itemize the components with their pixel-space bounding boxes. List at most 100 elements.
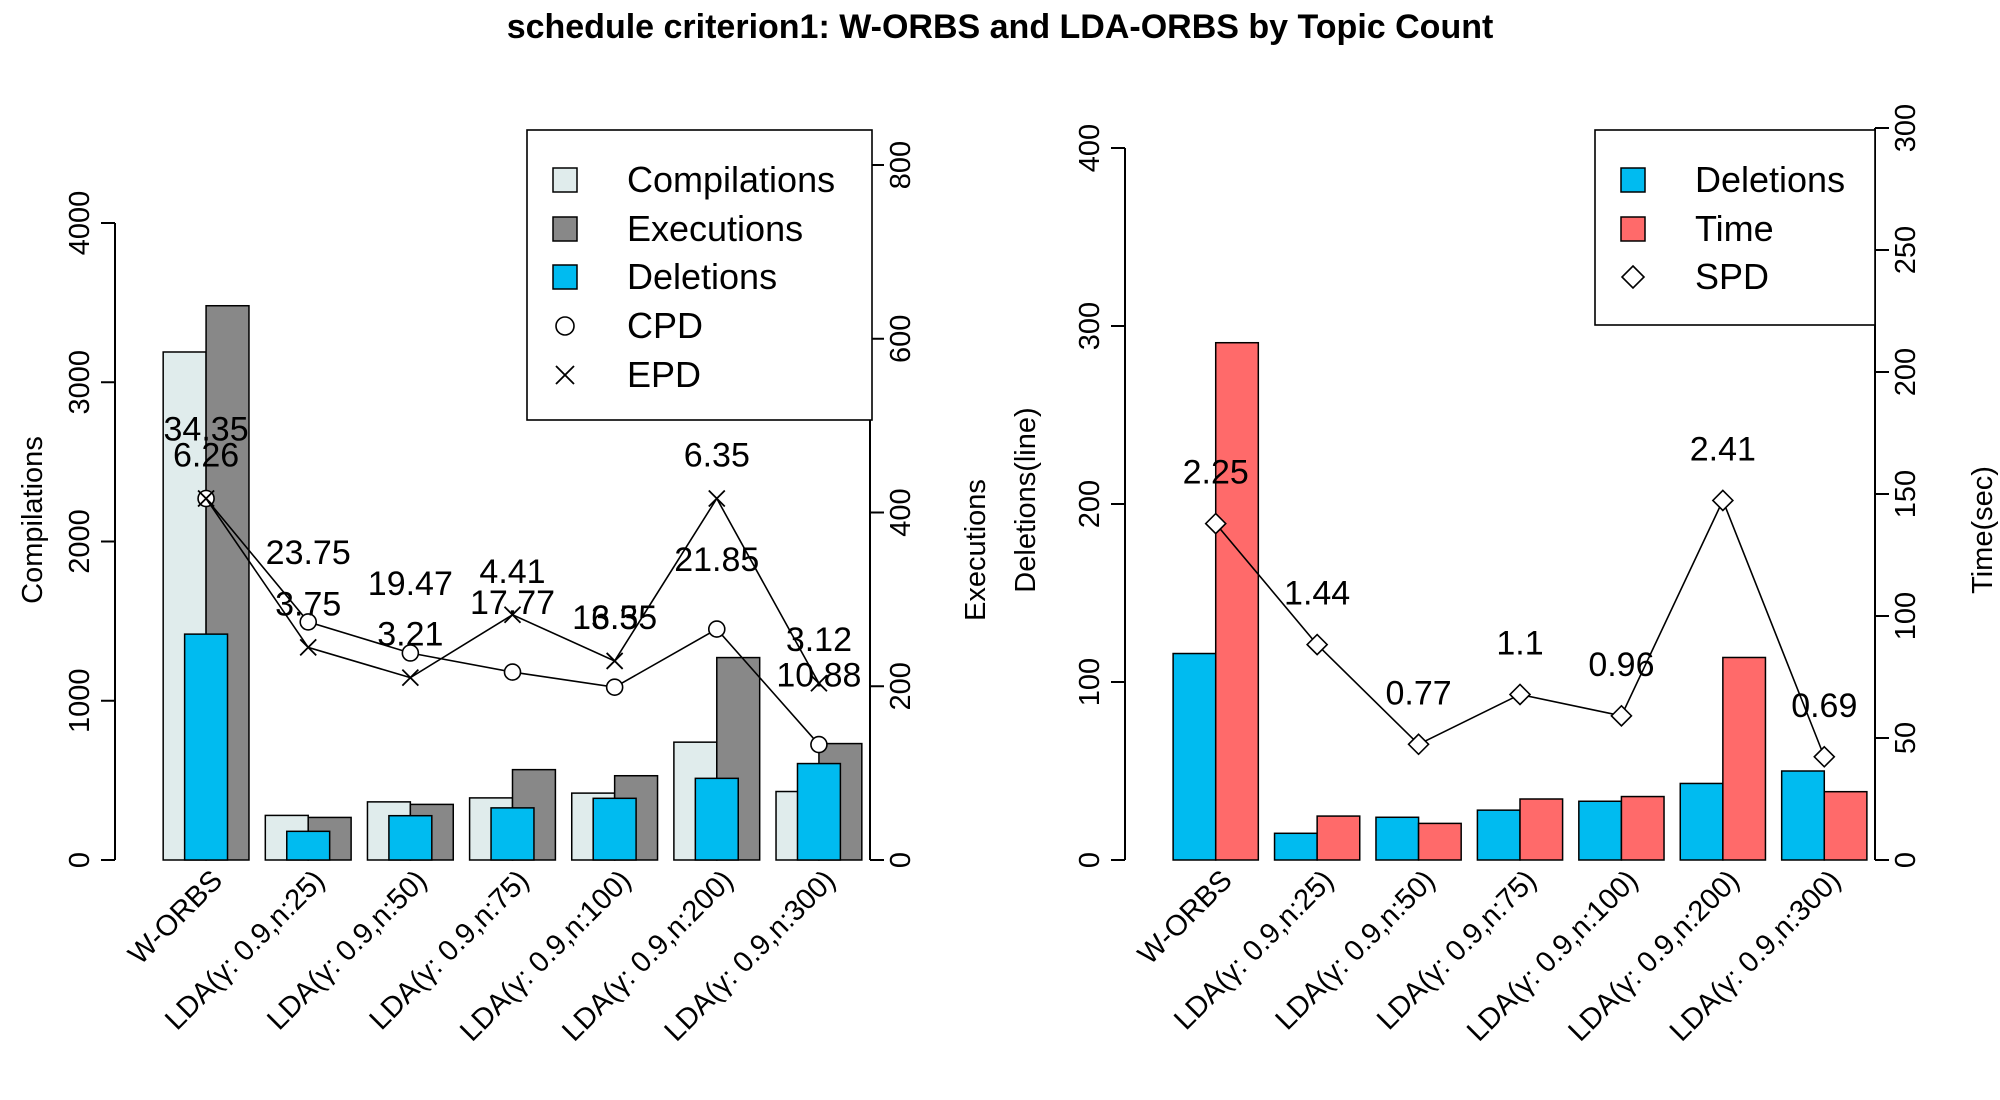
cpd-data-label: 10.88	[776, 657, 861, 695]
epd-data-label: 6.35	[684, 437, 750, 475]
legend-swatch-deletions	[552, 264, 578, 290]
right-y-tick-label: 0	[885, 852, 917, 868]
left-y-tick-label: 3000	[64, 350, 96, 415]
x-tick-label: LDA(γ: 0.9,n:300)	[659, 864, 842, 1047]
x-tick-label: LDA(γ: 0.9,n:100)	[1461, 864, 1644, 1047]
spd-data-label: 1.44	[1284, 575, 1350, 613]
legend-label: Deletions	[1695, 159, 1845, 200]
right-y-tick-label: 150	[1890, 470, 1922, 518]
bar-deletions	[286, 830, 331, 861]
epd-point	[197, 489, 215, 508]
cpd-point	[401, 644, 420, 662]
x-tick-label: W-ORBS	[122, 864, 229, 971]
epd-point	[606, 652, 624, 670]
right-y-tick-label: 0	[1890, 852, 1922, 868]
left-y-axis-title: Compilations	[17, 436, 49, 604]
left-y-tick-label: 1000	[64, 668, 96, 733]
x-tick-label: LDA(γ: 0.9,n:100)	[454, 864, 637, 1047]
x-tick-label: LDA(γ: 0.9,n:200)	[556, 864, 739, 1047]
legend-label: Compilations	[627, 159, 835, 200]
bar-deletions	[1375, 816, 1420, 861]
legend-swatch-time	[1620, 216, 1646, 242]
epd-data-label: 3.75	[275, 585, 341, 623]
bar-deletions	[388, 814, 433, 861]
bar-deletions	[490, 807, 535, 861]
spd-point	[1508, 683, 1532, 706]
cpd-point	[299, 613, 318, 631]
bar-time	[1519, 798, 1564, 861]
spd-data-label: 1.1	[1496, 624, 1543, 662]
left-y-tick-label: 200	[1074, 480, 1106, 528]
bar-time	[1316, 815, 1361, 861]
right-y-axis-title: Executions	[960, 479, 992, 621]
right-y-tick-label: 300	[1890, 104, 1922, 152]
bar-time	[1417, 822, 1462, 861]
left-y-tick-label: 4000	[64, 191, 96, 256]
cpd-data-label: 23.75	[266, 534, 351, 572]
bar-time	[1214, 341, 1260, 861]
left-y-tick-label: 400	[1074, 124, 1106, 172]
spd-data-label: 0.96	[1588, 646, 1654, 684]
legend-label: EPD	[627, 354, 701, 395]
spd-data-label: 0.69	[1791, 687, 1857, 725]
bar-deletions	[1578, 800, 1623, 861]
spd-point	[1813, 745, 1836, 768]
right-y-tick-label: 100	[1890, 592, 1922, 640]
legend-label: CPD	[627, 305, 703, 346]
right-y-tick-label: 400	[885, 488, 917, 536]
legend-box	[526, 129, 873, 421]
cpd-point	[707, 620, 726, 638]
bar-deletions	[1780, 770, 1826, 861]
epd-point	[708, 489, 726, 508]
legend-label: Deletions	[627, 256, 777, 297]
x-tick-label: LDA(γ: 0.9,n:300)	[1664, 864, 1847, 1047]
bar-deletions	[1172, 652, 1217, 861]
legend-marker-cpd	[555, 316, 575, 336]
epd-point	[299, 638, 317, 657]
bar-deletions	[1679, 782, 1724, 861]
cpd-point	[503, 663, 522, 681]
left-y-tick-label: 2000	[64, 509, 96, 574]
right-y-tick-label: 600	[885, 315, 917, 363]
epd-data-label: 6.26	[173, 437, 239, 475]
spd-data-label: 2.41	[1690, 430, 1756, 468]
spd-point	[1711, 489, 1734, 512]
left-y-axis-title: Deletions(line)	[1010, 407, 1042, 592]
right-y-tick-label: 50	[1890, 722, 1922, 754]
spd-point	[1204, 512, 1227, 535]
bar-deletions	[796, 762, 842, 861]
legend-marker-spd	[1620, 264, 1646, 290]
legend-marker-epd	[555, 365, 575, 385]
bar-deletions	[1273, 832, 1318, 861]
left-y-tick-label: 100	[1074, 658, 1106, 706]
bar-deletions	[1476, 809, 1521, 861]
right-y-tick-label: 250	[1890, 226, 1922, 274]
bar-time	[1620, 795, 1665, 861]
x-tick-label: W-ORBS	[1132, 864, 1239, 971]
right-chart-panel: 0 100 200 300 400 0 50 100 150 200 250 300 Deletions…	[1010, 104, 1999, 1048]
epd-point	[503, 606, 522, 624]
epd-point	[401, 669, 419, 687]
spd-data-label: 2.25	[1183, 454, 1249, 492]
epd-point	[810, 674, 828, 692]
bar-deletions	[592, 797, 637, 861]
legend-label: SPD	[1695, 256, 1769, 297]
legend-swatch-compilations	[552, 167, 578, 193]
bar-time	[1722, 656, 1767, 861]
right-y-tick-label: 800	[885, 141, 917, 189]
left-y-tick-label: 300	[1074, 302, 1106, 350]
epd-data-label: 4.41	[479, 553, 545, 591]
legend-swatch-deletions	[1620, 167, 1646, 193]
legend-label: Executions	[627, 208, 803, 249]
right-y-axis-title: Time(sec)	[1967, 466, 1999, 594]
cpd-point	[810, 735, 828, 754]
chart-title: schedule criterion1: W-ORBS and LDA-ORBS…	[507, 8, 1494, 46]
spd-point	[1407, 733, 1430, 756]
left-y-tick-label: 0	[1074, 852, 1106, 868]
x-tick-label: LDA(γ: 0.9,n:200)	[1562, 864, 1745, 1047]
epd-data-label: 3.12	[786, 621, 852, 659]
epd-data-label: 3.21	[377, 616, 443, 654]
spd-point	[1610, 704, 1633, 727]
left-chart-panel: 0 1000 2000 3000 4000 0 200 400 600 800 Compilatio…	[17, 129, 992, 1048]
